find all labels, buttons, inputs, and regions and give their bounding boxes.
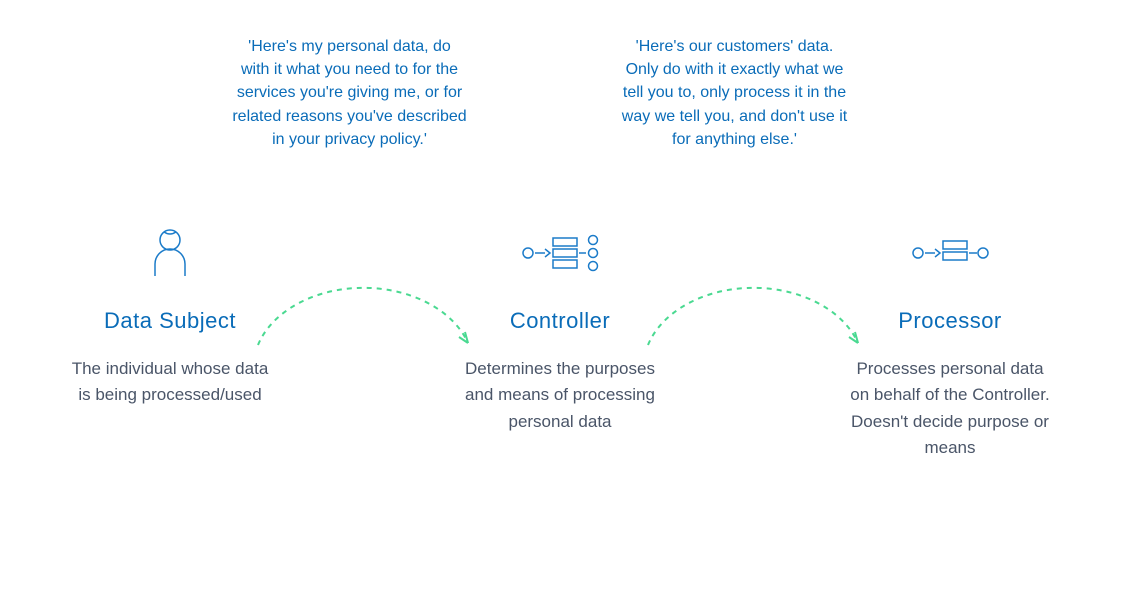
quote-subject-to-controller: 'Here's my personal data, do with it wha… [232,35,467,151]
node-desc: Processes personal data on behalf of the… [850,356,1050,461]
arc-arrow-1 [250,255,480,355]
node-processor: Processor Processes personal data on beh… [850,225,1050,461]
person-icon [70,225,270,280]
quote-controller-to-processor: 'Here's our customers' data. Only do wit… [617,35,852,151]
node-desc: Determines the purposes and means of pro… [460,356,660,435]
node-title: Controller [460,308,660,334]
diagram-container: 'Here's my personal data, do with it wha… [0,0,1134,600]
node-title: Processor [850,308,1050,334]
node-data-subject: Data Subject The individual whose data i… [70,225,270,409]
node-title: Data Subject [70,308,270,334]
flow-multi-icon [460,225,660,280]
node-desc: The individual whose data is being proce… [70,356,270,409]
node-controller: Controller Determines the purposes and m… [460,225,660,435]
arc-arrow-2 [640,255,870,355]
flow-single-icon [850,225,1050,280]
